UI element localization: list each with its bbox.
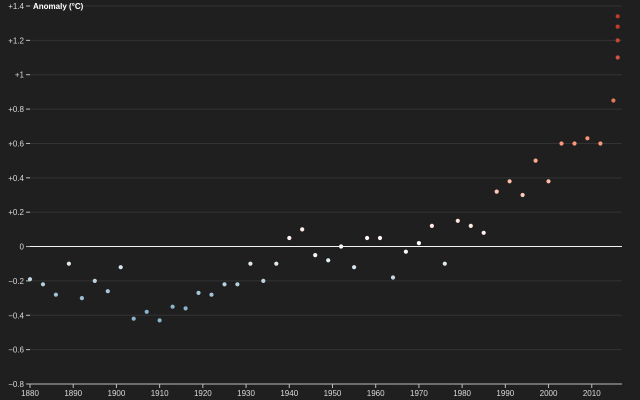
data-point (300, 227, 305, 232)
data-point (429, 223, 434, 228)
gridlines (30, 5, 622, 385)
y-tick-label: +1.4 (8, 2, 24, 11)
data-point (615, 24, 620, 29)
x-tick-label: 1990 (496, 389, 514, 398)
data-point (118, 265, 123, 270)
data-point (209, 292, 214, 297)
x-tick-label: 1970 (410, 389, 428, 398)
data-point (352, 265, 357, 270)
data-point (170, 304, 175, 309)
data-point (403, 249, 408, 254)
y-tick-label: −0.6 (8, 346, 24, 355)
x-tick-label: 1920 (194, 389, 212, 398)
x-tick-label: 1960 (367, 389, 385, 398)
data-point (313, 253, 318, 258)
y-tick-label: +0.6 (8, 139, 24, 148)
data-point (144, 309, 149, 314)
data-point (507, 179, 512, 184)
data-point (494, 189, 499, 194)
x-tick-label: 1930 (237, 389, 255, 398)
data-point (416, 241, 421, 246)
y-tick-label: +1.2 (8, 36, 24, 45)
data-point (27, 277, 33, 282)
data-point (546, 179, 551, 184)
data-point (92, 278, 97, 283)
x-tick-label: 1940 (280, 389, 298, 398)
data-point (66, 261, 71, 266)
x-axis: 1880 1890 1900 1910 1920 1930 1940 1950 1960 1970… (21, 383, 622, 398)
data-point (248, 261, 253, 266)
data-point (442, 261, 447, 266)
data-point (157, 318, 162, 323)
data-point (615, 38, 620, 43)
data-point (559, 141, 564, 146)
x-tick-label: 1890 (64, 389, 82, 398)
data-point (390, 275, 396, 280)
data-point (615, 14, 620, 19)
y-axis-title: Anomaly (°C) (33, 2, 84, 11)
y-tick-label: +0.2 (8, 208, 24, 217)
y-tick-label: +1 (15, 71, 25, 80)
data-point (287, 235, 292, 241)
data-point (533, 158, 538, 163)
data-point (235, 282, 240, 287)
data-point (222, 282, 227, 287)
data-point (572, 141, 577, 146)
data-point (468, 223, 473, 228)
y-tick-label: −0.4 (8, 311, 24, 320)
x-tick-label: 1950 (324, 389, 342, 398)
data-point (598, 141, 603, 146)
data-point (365, 235, 370, 241)
data-points (27, 14, 620, 323)
data-point (615, 55, 620, 60)
y-tick-label: −0.2 (8, 277, 24, 286)
x-tick-label: 1910 (151, 389, 169, 398)
x-tick-label: 1880 (21, 389, 39, 398)
data-point (326, 258, 331, 263)
data-point (261, 278, 266, 283)
y-axis: −0.8 −0.6 −0.4 −0.2 0 +0.2 +0.4 +0.6 +0.8 +1 +1.2 +… (8, 2, 30, 389)
y-tick-label: +0.8 (8, 105, 24, 114)
y-tick-label: 0 (20, 243, 25, 252)
data-point (105, 289, 110, 294)
x-tick-label: 1900 (108, 389, 126, 398)
data-point (520, 192, 525, 198)
y-tick-label: −0.8 (8, 380, 24, 389)
data-point (481, 230, 486, 235)
data-point (455, 218, 460, 223)
data-point (79, 296, 84, 301)
data-point (377, 235, 383, 241)
x-tick-label: 2010 (583, 389, 601, 398)
y-tick-label: +0.4 (8, 174, 24, 183)
data-point (585, 136, 590, 141)
data-point (53, 292, 59, 297)
data-point (183, 306, 188, 311)
data-point (611, 98, 616, 103)
x-tick-label: 1980 (453, 389, 471, 398)
data-point (196, 290, 201, 295)
data-point (274, 261, 279, 266)
data-point (40, 282, 46, 287)
data-point (131, 316, 136, 321)
x-tick-label: 2000 (540, 389, 558, 398)
